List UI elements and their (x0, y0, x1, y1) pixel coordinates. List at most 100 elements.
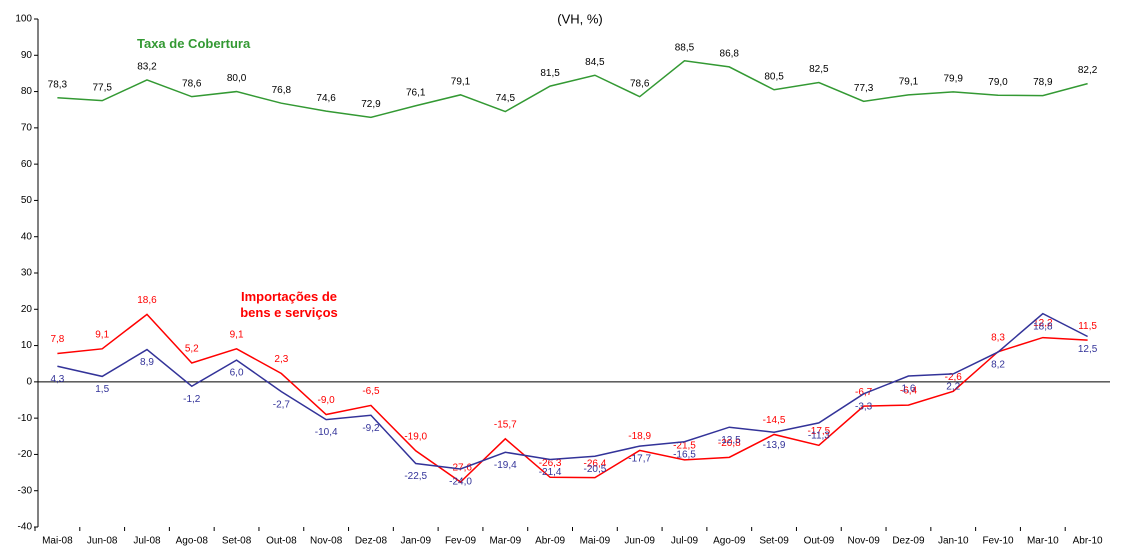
value-label: 78,3 (48, 79, 68, 90)
value-label: 72,9 (361, 99, 381, 110)
x-tick-label: Set-09 (759, 536, 789, 547)
value-label: 79,0 (988, 77, 1008, 88)
x-tick-label: Abr-09 (535, 536, 565, 547)
x-tick-label: Mar-10 (1027, 536, 1059, 547)
y-tick-label: 70 (21, 122, 33, 133)
y-tick-label: -40 (18, 522, 33, 533)
value-label: 86,8 (720, 49, 740, 60)
x-tick-label: Jul-08 (133, 536, 161, 547)
value-label: 2,3 (274, 354, 288, 365)
value-label: -21,4 (539, 467, 562, 478)
value-label: 6,0 (230, 368, 244, 379)
value-label: 84,5 (585, 57, 605, 68)
value-label: 80,5 (764, 71, 784, 82)
value-label: -20,5 (583, 464, 606, 475)
value-label: 1,5 (95, 384, 109, 395)
y-tick-label: 80 (21, 86, 33, 97)
value-label: -18,9 (628, 431, 651, 442)
value-label: 7,8 (50, 334, 64, 345)
value-label: -9,2 (362, 423, 380, 434)
value-label: 8,3 (991, 332, 1005, 343)
x-tick-label: Jun-09 (624, 536, 655, 547)
x-tick-label: Mai-08 (42, 536, 73, 547)
x-tick-label: Ago-08 (176, 536, 209, 547)
series-line (57, 313, 1088, 483)
x-tick-label: Jan-09 (400, 536, 431, 547)
value-label: -13,9 (763, 440, 786, 451)
x-tick-label: Fev-10 (982, 536, 1014, 547)
value-label: 78,9 (1033, 77, 1053, 88)
value-label: -22,5 (404, 471, 427, 482)
value-label: -9,0 (318, 395, 336, 406)
x-tick-label: Set-08 (222, 536, 252, 547)
series-label: Taxa de Cobertura (137, 36, 251, 51)
x-tick-label: Jul-09 (671, 536, 699, 547)
y-tick-label: -10 (18, 413, 33, 424)
value-label: -20,8 (718, 438, 741, 449)
y-tick-label: -20 (18, 449, 33, 460)
x-tick-label: Jun-08 (87, 536, 118, 547)
y-tick-label: 60 (21, 159, 33, 170)
value-label: 8,2 (991, 360, 1005, 371)
y-tick-label: 90 (21, 50, 33, 61)
value-label: 1,6 (901, 384, 915, 395)
value-label: 88,5 (675, 42, 695, 53)
value-label: 12,2 (1033, 318, 1053, 329)
value-label: 77,5 (92, 82, 112, 93)
value-label: 74,6 (316, 93, 336, 104)
value-label: -1,2 (183, 394, 201, 405)
series-line (57, 59, 1088, 119)
value-label: -26,3 (539, 458, 562, 469)
value-label: 18,8 (1033, 321, 1053, 332)
value-label: 11,5 (1078, 321, 1097, 332)
x-tick-label: Abr-10 (1073, 536, 1103, 547)
value-label: 9,1 (230, 329, 244, 340)
value-label: -2,6 (945, 372, 963, 383)
y-tick-label: 10 (21, 340, 33, 351)
value-label: -17,5 (807, 426, 830, 437)
value-label: -16,5 (673, 449, 696, 460)
value-label: -6,4 (900, 386, 918, 397)
y-tick-label: 40 (21, 231, 33, 242)
value-label: 78,6 (182, 78, 202, 89)
value-label: -26,4 (583, 458, 606, 469)
x-tick-label: Mar-09 (489, 536, 521, 547)
value-label: -12,5 (718, 435, 741, 446)
x-tick-label: Dez-08 (355, 536, 388, 547)
value-label: -11,3 (808, 431, 830, 442)
x-tick-label: Out-09 (804, 536, 835, 547)
value-label: 77,3 (854, 83, 874, 94)
value-label: -10,4 (315, 427, 338, 438)
value-label: -17,7 (628, 454, 651, 465)
value-label: -6,5 (362, 386, 380, 397)
value-label: 2,2 (946, 382, 960, 393)
x-tick-label: Mai-09 (580, 536, 611, 547)
value-label: 79,1 (451, 76, 471, 87)
chart-subtitle: (VH, %) (557, 11, 603, 26)
series-label: Importações de bens e serviços (240, 289, 338, 320)
y-tick-label: 20 (21, 304, 33, 315)
value-label: 80,0 (227, 73, 247, 84)
value-label: -3,3 (855, 401, 873, 412)
value-label: 76,1 (406, 87, 426, 98)
x-tick-label: Fev-09 (445, 536, 477, 547)
value-label: 4,3 (50, 374, 64, 385)
value-label: 18,6 (137, 295, 157, 306)
value-label: 9,1 (95, 329, 109, 340)
value-label: -24,0 (449, 477, 472, 488)
value-label: 82,2 (1078, 65, 1098, 76)
value-label: -6,7 (855, 387, 873, 398)
value-label: 5,2 (185, 344, 199, 355)
value-label: 12,5 (1078, 344, 1098, 355)
x-tick-label: Jan-10 (938, 536, 969, 547)
value-label: -21,5 (673, 441, 696, 452)
value-label: 79,9 (943, 74, 963, 85)
value-label: -15,7 (494, 419, 517, 430)
y-tick-label: -30 (18, 485, 33, 496)
value-label: 79,1 (899, 76, 919, 87)
value-label: 81,5 (540, 68, 560, 79)
value-label: 83,2 (137, 62, 157, 73)
x-tick-label: Nov-08 (310, 536, 343, 547)
